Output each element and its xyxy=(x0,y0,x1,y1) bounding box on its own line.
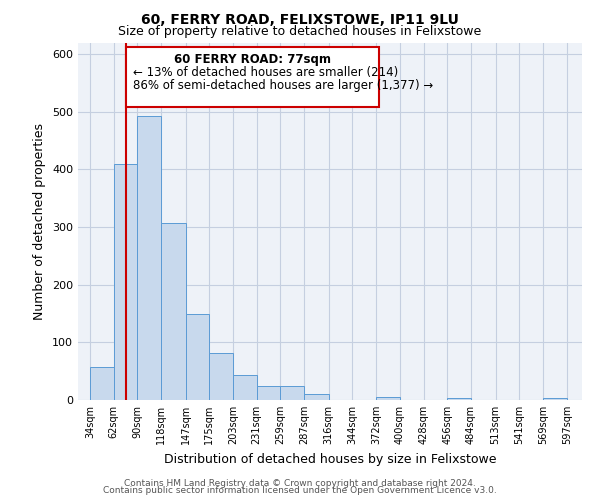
Y-axis label: Number of detached properties: Number of detached properties xyxy=(34,122,46,320)
Bar xyxy=(304,394,329,400)
Text: ← 13% of detached houses are smaller (214): ← 13% of detached houses are smaller (21… xyxy=(133,66,398,79)
Text: 60, FERRY ROAD, FELIXSTOWE, IP11 9LU: 60, FERRY ROAD, FELIXSTOWE, IP11 9LU xyxy=(141,12,459,26)
Bar xyxy=(280,386,304,400)
Text: Contains HM Land Registry data © Crown copyright and database right 2024.: Contains HM Land Registry data © Crown c… xyxy=(124,478,476,488)
Bar xyxy=(137,116,161,400)
Bar xyxy=(90,367,113,400)
Bar xyxy=(161,223,185,400)
Bar xyxy=(113,164,137,400)
Bar xyxy=(543,398,567,400)
Bar xyxy=(185,314,209,400)
FancyBboxPatch shape xyxy=(126,46,379,107)
Bar xyxy=(209,354,233,400)
Bar xyxy=(233,374,257,400)
Bar xyxy=(257,386,280,400)
Bar xyxy=(376,397,400,400)
Text: 60 FERRY ROAD: 77sqm: 60 FERRY ROAD: 77sqm xyxy=(174,54,331,66)
Text: 86% of semi-detached houses are larger (1,377) →: 86% of semi-detached houses are larger (… xyxy=(133,79,433,92)
Bar xyxy=(448,398,471,400)
Text: Size of property relative to detached houses in Felixstowe: Size of property relative to detached ho… xyxy=(118,25,482,38)
Text: Contains public sector information licensed under the Open Government Licence v3: Contains public sector information licen… xyxy=(103,486,497,495)
X-axis label: Distribution of detached houses by size in Felixstowe: Distribution of detached houses by size … xyxy=(164,452,496,466)
